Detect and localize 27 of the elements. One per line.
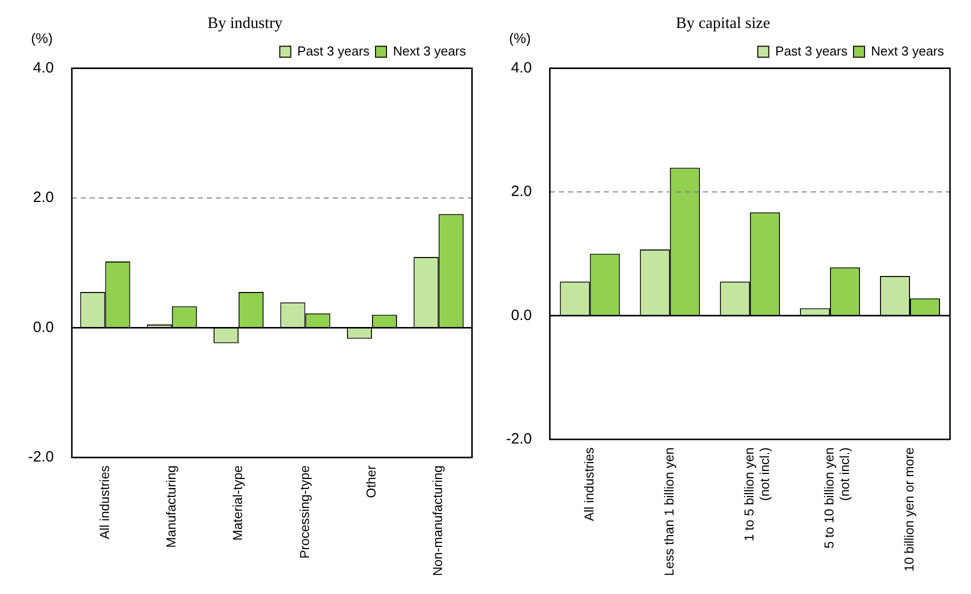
x-tick-label: All industries [96, 464, 112, 540]
y-tick-label: 0.0 [32, 318, 54, 336]
chart-title: By industry [207, 14, 283, 32]
y-tick-label: 2.0 [32, 189, 54, 206]
y-tick-label: -2.0 [506, 430, 532, 448]
x-tick-label: All industries [581, 446, 596, 522]
x-tick-label: 5 to 10 billion yen (not incl.) [822, 447, 852, 549]
y-tick-label: 0.0 [510, 306, 532, 324]
y-tick-label: -2.0 [28, 448, 54, 466]
x-tick-label: Processing-type [296, 465, 312, 559]
x-tick-label: Non-manufacturing [430, 465, 446, 576]
y-axis-title: (%) [30, 30, 53, 46]
x-tick-label: Material-type [230, 465, 246, 541]
legend-label: Past 3 years [297, 43, 370, 58]
y-axis-title: (%) [508, 30, 531, 46]
legend-label: Next 3 years [871, 43, 944, 58]
chart-title: By capital size [676, 14, 770, 32]
x-tick-label: Less than 1 billion yen [661, 447, 676, 576]
x-tick-label: 1 to 5 billion yen (not incl.) [742, 447, 772, 542]
legend-label: Next 3 years [393, 43, 466, 58]
y-tick-label: 4.0 [32, 59, 54, 76]
x-tick-label: Manufacturing [163, 465, 178, 548]
y-tick-label: 2.0 [510, 183, 532, 200]
y-tick-label: 4.0 [510, 59, 532, 76]
x-tick-label: 10 billion yen or more [902, 447, 917, 572]
x-tick-label: Other [364, 464, 379, 498]
legend-label: Past 3 years [775, 43, 848, 58]
